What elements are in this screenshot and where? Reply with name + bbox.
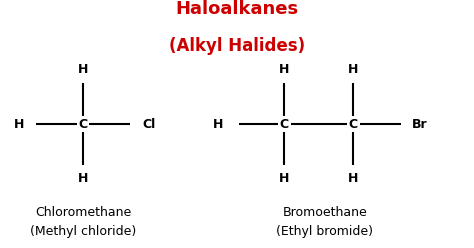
Text: Haloalkanes: Haloalkanes: [175, 0, 299, 18]
Text: (Ethyl bromide): (Ethyl bromide): [276, 225, 373, 238]
Text: H: H: [279, 63, 290, 76]
Text: (Methyl chloride): (Methyl chloride): [30, 225, 136, 238]
Text: H: H: [78, 63, 88, 76]
Text: H: H: [78, 172, 88, 185]
Text: H: H: [279, 172, 290, 185]
Text: Chloromethane: Chloromethane: [35, 207, 131, 219]
Text: Cl: Cl: [143, 118, 156, 130]
Text: H: H: [348, 63, 358, 76]
Text: Br: Br: [412, 118, 427, 130]
Text: C: C: [280, 118, 289, 130]
Text: (Alkyl Halides): (Alkyl Halides): [169, 37, 305, 55]
Text: H: H: [14, 118, 24, 130]
Text: H: H: [213, 118, 223, 130]
Text: C: C: [348, 118, 358, 130]
Text: C: C: [78, 118, 88, 130]
Text: H: H: [348, 172, 358, 185]
Text: Bromoethane: Bromoethane: [283, 207, 367, 219]
